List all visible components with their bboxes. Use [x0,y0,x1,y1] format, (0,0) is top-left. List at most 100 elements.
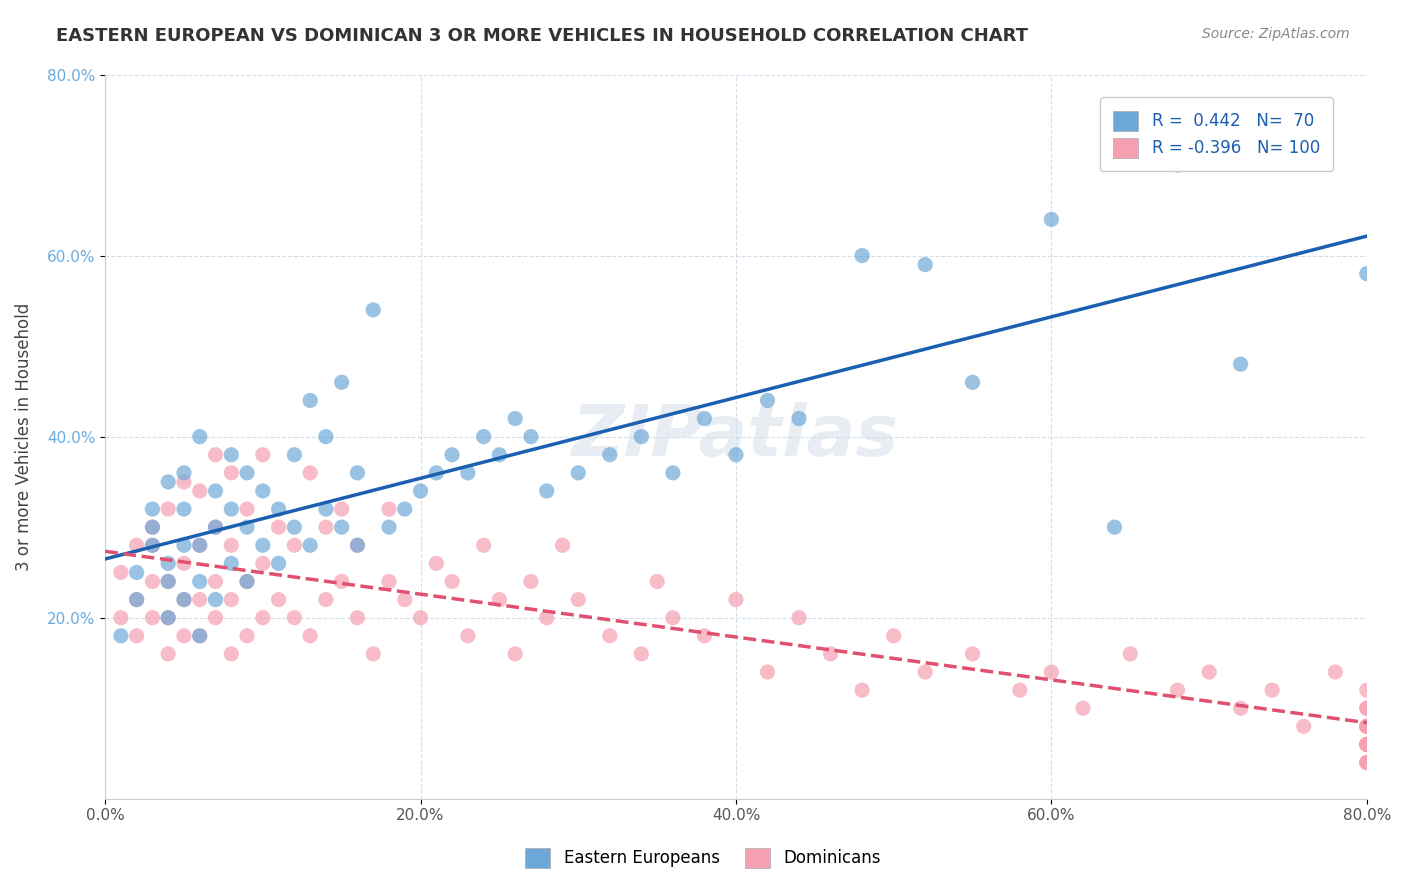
Point [409,483,432,498]
Point [346,538,368,552]
Point [1355,756,1378,770]
Point [141,520,163,534]
Point [157,610,180,624]
Point [141,502,163,516]
Point [1040,212,1063,227]
Point [173,475,195,489]
Point [188,629,211,643]
Point [173,592,195,607]
Y-axis label: 3 or more Vehicles in Household: 3 or more Vehicles in Household [15,302,32,571]
Point [141,520,163,534]
Point [787,610,810,624]
Point [1355,738,1378,752]
Text: Source: ZipAtlas.com: Source: ZipAtlas.com [1202,27,1350,41]
Point [361,302,384,317]
Point [425,466,447,480]
Point [219,502,242,516]
Point [219,466,242,480]
Point [299,538,322,552]
Point [125,566,148,580]
Point [851,249,873,263]
Point [1355,719,1378,733]
Point [283,538,305,552]
Point [315,430,337,444]
Point [851,683,873,698]
Point [1229,357,1251,371]
Point [693,629,716,643]
Point [188,483,211,498]
Point [252,483,274,498]
Point [1355,701,1378,715]
Point [378,520,401,534]
Point [204,448,226,462]
Point [1008,683,1031,698]
Point [536,610,558,624]
Point [157,574,180,589]
Text: ZIPatlas: ZIPatlas [572,402,900,471]
Point [724,448,747,462]
Point [219,557,242,571]
Point [361,647,384,661]
Point [236,502,259,516]
Point [394,592,416,607]
Point [236,520,259,534]
Point [110,566,132,580]
Point [188,574,211,589]
Point [1355,738,1378,752]
Point [662,466,685,480]
Point [204,520,226,534]
Point [283,520,305,534]
Point [599,629,621,643]
Point [1355,738,1378,752]
Point [204,592,226,607]
Point [236,629,259,643]
Point [1355,738,1378,752]
Point [394,502,416,516]
Point [567,466,589,480]
Point [141,610,163,624]
Point [962,376,984,390]
Point [283,610,305,624]
Point [1355,756,1378,770]
Point [599,448,621,462]
Legend: Eastern Europeans, Dominicans: Eastern Europeans, Dominicans [519,841,887,875]
Point [1198,665,1220,679]
Point [914,665,936,679]
Point [204,483,226,498]
Point [110,629,132,643]
Point [1071,701,1094,715]
Point [219,538,242,552]
Point [252,538,274,552]
Point [378,574,401,589]
Point [236,574,259,589]
Point [820,647,842,661]
Point [173,629,195,643]
Point [125,592,148,607]
Point [662,610,685,624]
Point [1229,701,1251,715]
Point [236,466,259,480]
Point [1324,665,1347,679]
Text: EASTERN EUROPEAN VS DOMINICAN 3 OR MORE VEHICLES IN HOUSEHOLD CORRELATION CHART: EASTERN EUROPEAN VS DOMINICAN 3 OR MORE … [56,27,1028,45]
Point [157,557,180,571]
Point [488,448,510,462]
Point [457,629,479,643]
Point [914,258,936,272]
Point [330,520,353,534]
Point [346,538,368,552]
Point [630,430,652,444]
Point [204,520,226,534]
Point [1355,683,1378,698]
Point [630,647,652,661]
Point [645,574,668,589]
Point [1355,267,1378,281]
Point [299,393,322,408]
Point [756,665,779,679]
Point [472,538,495,552]
Point [188,538,211,552]
Point [267,502,290,516]
Point [157,574,180,589]
Point [472,430,495,444]
Point [346,466,368,480]
Point [219,647,242,661]
